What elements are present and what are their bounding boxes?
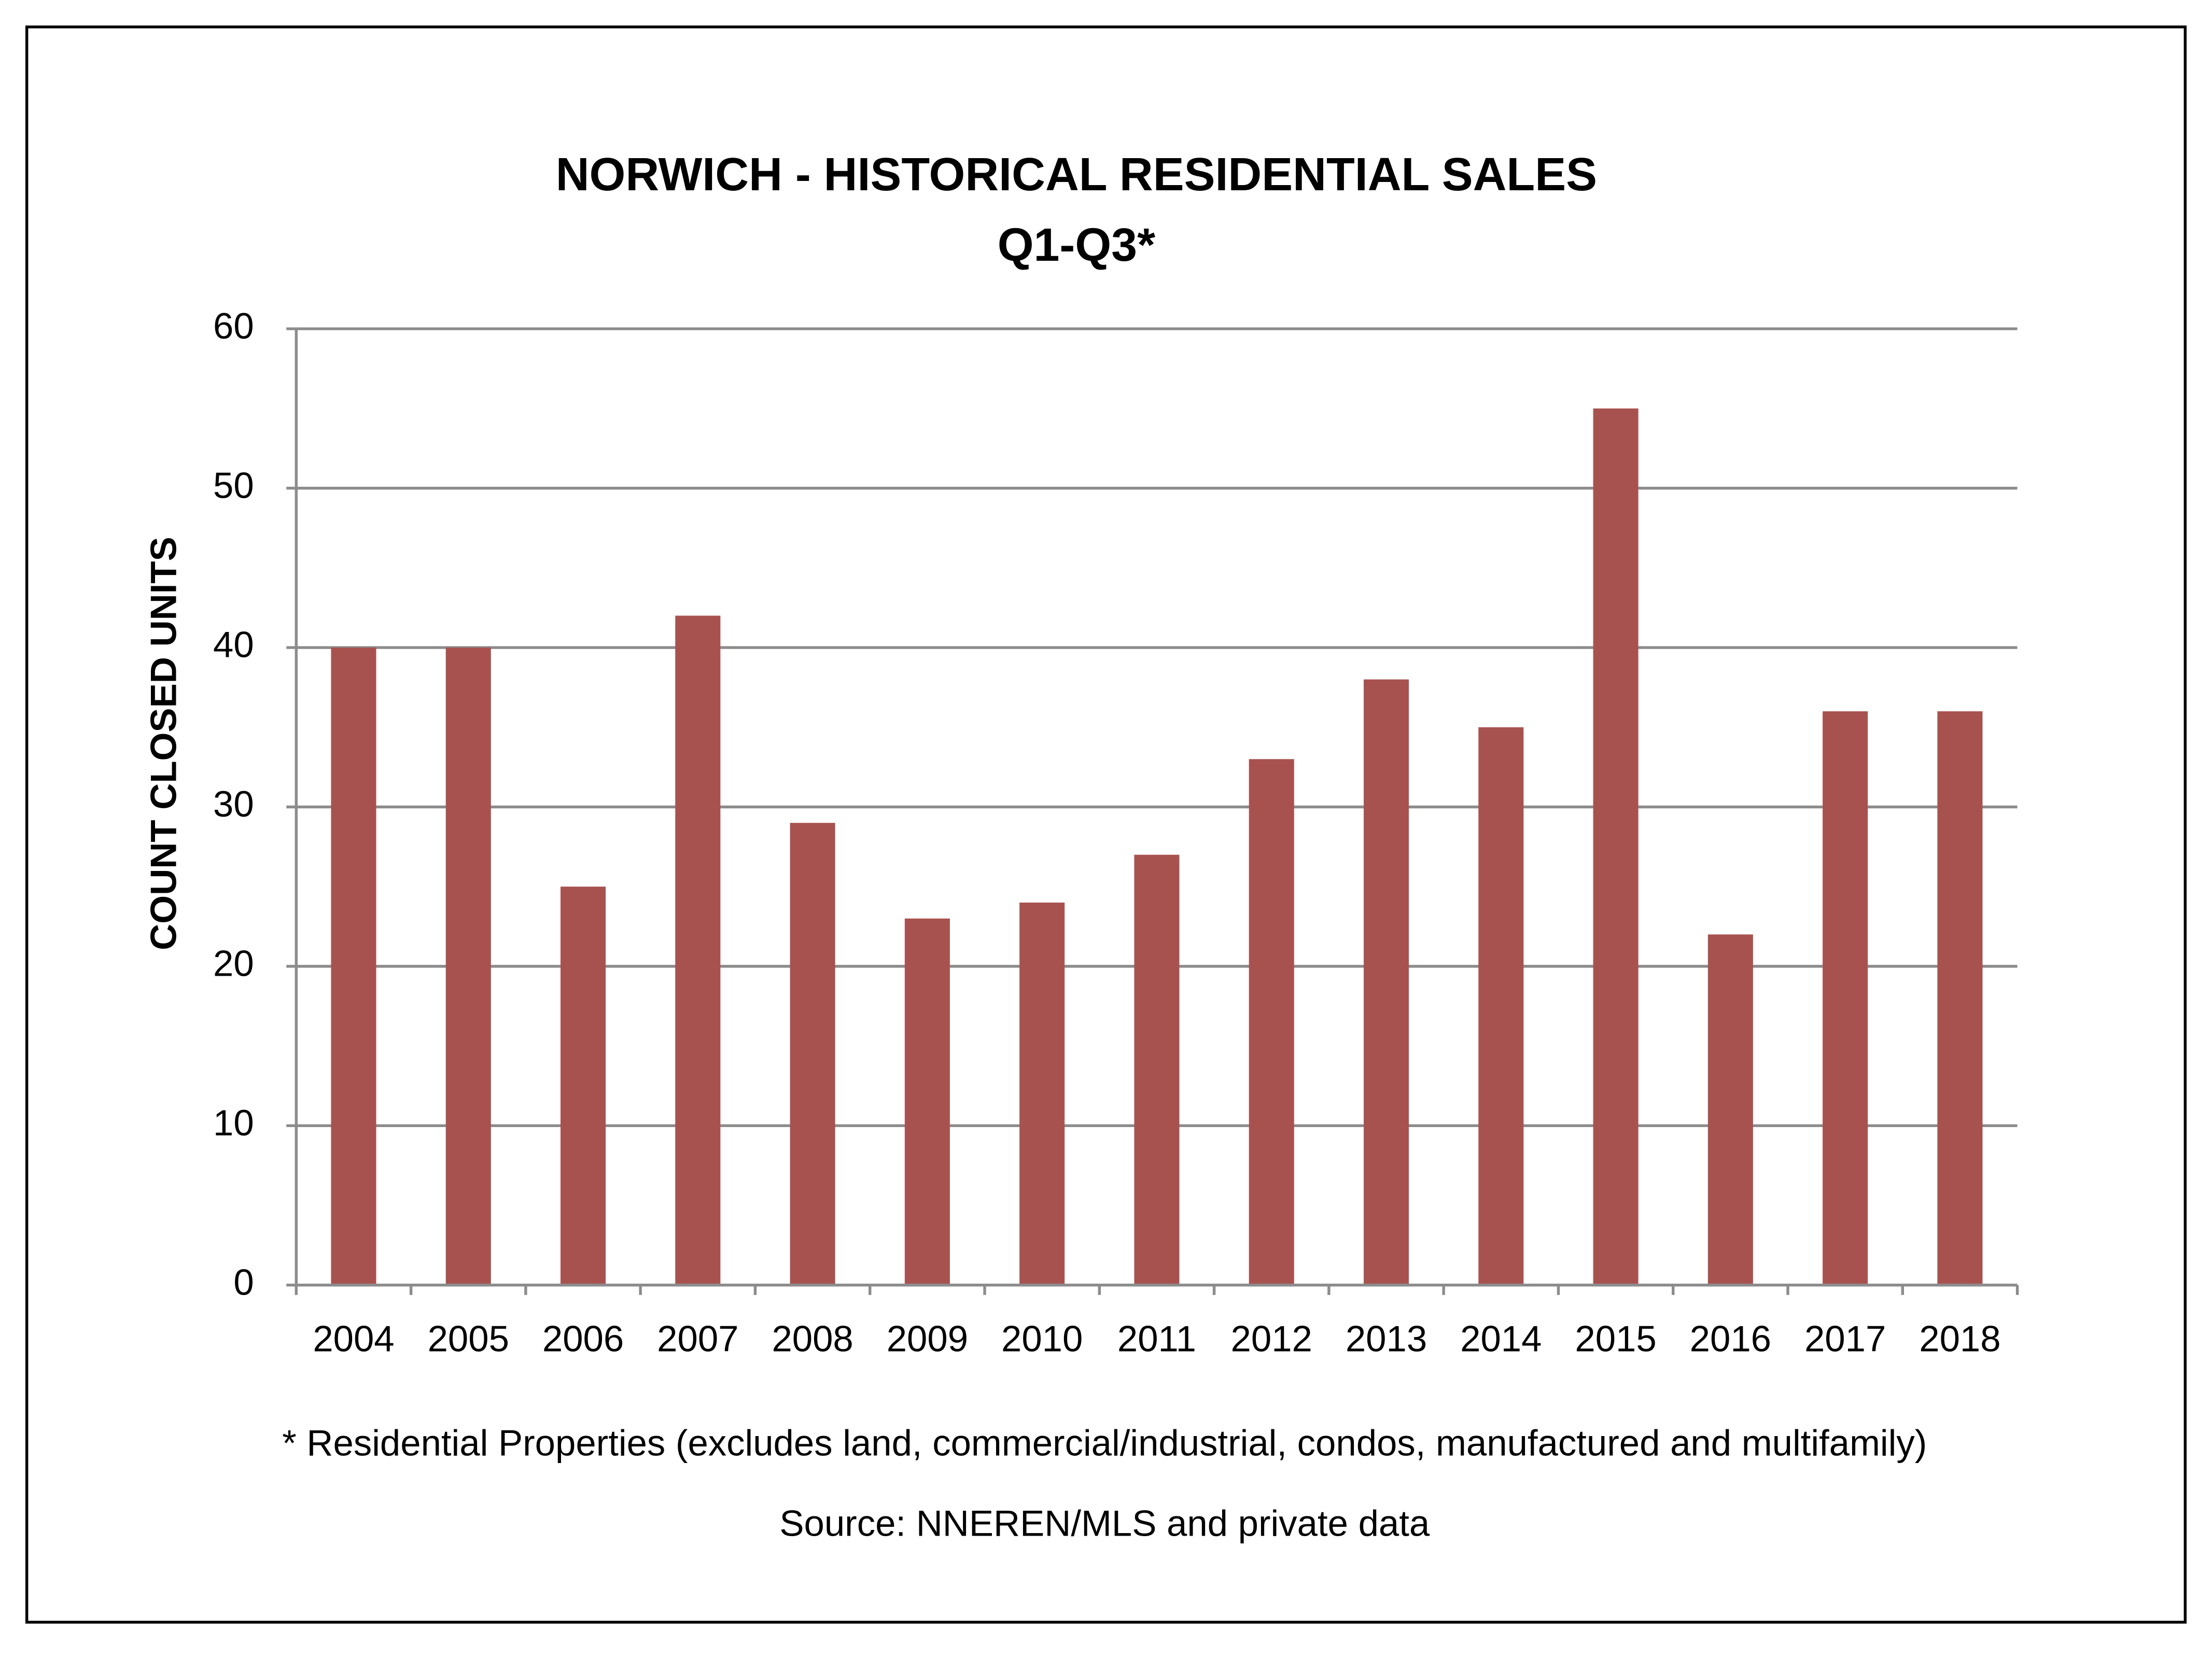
y-tick-label: 10 [213, 1102, 254, 1143]
y-tick-label: 40 [213, 624, 254, 665]
y-tick-label: 0 [233, 1261, 254, 1302]
bar [331, 648, 376, 1285]
x-tick-label: 2009 [887, 1318, 968, 1359]
y-tick-label: 30 [213, 783, 254, 824]
x-tick-label: 2010 [1001, 1318, 1083, 1359]
bar [561, 887, 606, 1285]
bar [675, 615, 721, 1285]
x-tick-label: 2016 [1690, 1318, 1771, 1359]
y-tick-label: 50 [213, 465, 254, 505]
x-tick-label: 2004 [313, 1318, 394, 1359]
x-tick-label: 2013 [1346, 1318, 1427, 1359]
x-tick-label: 2015 [1575, 1318, 1656, 1359]
bar [1019, 902, 1065, 1285]
x-tick-label: 2007 [657, 1318, 738, 1359]
y-axis-label: COUNT CLOSED UNITS [143, 537, 184, 950]
chart-subtitle: Q1-Q3* [998, 219, 1155, 271]
bar [1593, 408, 1639, 1285]
bar [1937, 711, 1983, 1285]
chart-title: NORWICH - HISTORICAL RESIDENTIAL SALES [556, 149, 1597, 201]
source: Source: NNEREN/MLS and private data [779, 1503, 1430, 1544]
x-tick-label: 2012 [1231, 1318, 1312, 1359]
x-tick-label: 2008 [772, 1318, 853, 1359]
bar [904, 918, 950, 1285]
bar [1707, 934, 1753, 1285]
x-tick-label: 2014 [1460, 1318, 1542, 1359]
y-tick-label: 60 [213, 305, 254, 346]
bar [1134, 854, 1180, 1285]
frame [25, 25, 2187, 1624]
bar [1823, 711, 1868, 1285]
y-tick-label: 20 [213, 943, 254, 984]
bar [790, 823, 835, 1285]
x-tick-label: 2017 [1804, 1318, 1886, 1359]
x-tick-label: 2006 [542, 1318, 624, 1359]
x-tick-label: 2005 [428, 1318, 509, 1359]
bar [1249, 759, 1294, 1285]
footnote: * Residential Properties (excludes land,… [282, 1423, 1927, 1464]
bar [1478, 727, 1524, 1285]
bar [1363, 679, 1409, 1285]
x-tick-label: 2011 [1117, 1318, 1196, 1359]
bar [445, 648, 491, 1285]
x-tick-label: 2018 [1919, 1318, 2000, 1359]
